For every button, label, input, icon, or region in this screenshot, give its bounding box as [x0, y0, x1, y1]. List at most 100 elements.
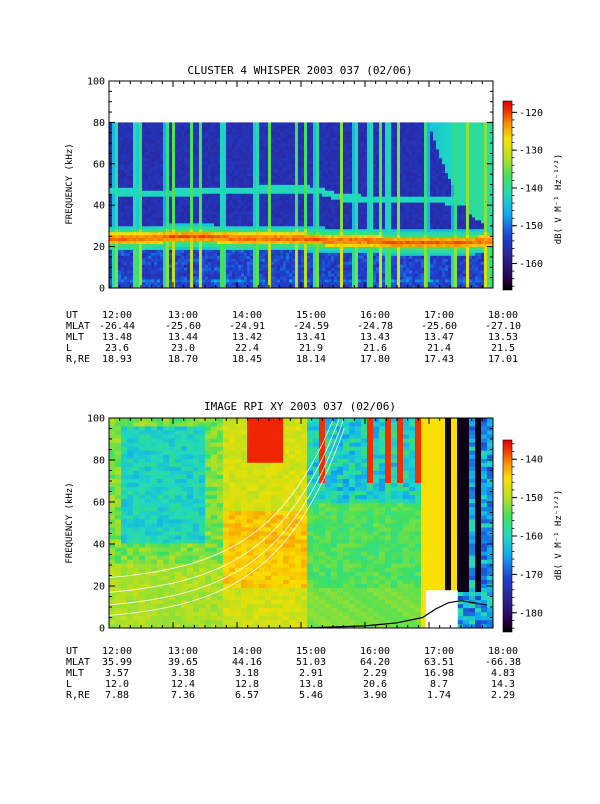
- spectro-cell: [298, 125, 302, 129]
- spectro-cell: [358, 146, 362, 150]
- spectro-cell: [121, 214, 125, 218]
- spectro-cell: [223, 261, 227, 265]
- spectro-cell: [328, 193, 332, 197]
- spectro-cell: [238, 249, 242, 253]
- spectro-cell: [136, 255, 140, 259]
- spectro-cell: [256, 128, 260, 132]
- spectro-cell: [373, 169, 377, 174]
- spectro-cell: [121, 273, 125, 277]
- spectro-cell: [364, 187, 368, 191]
- spectro-cell: [301, 282, 305, 286]
- spectro-cell: [364, 255, 368, 259]
- spectro-cell: [328, 261, 332, 265]
- spectro-cell: [214, 205, 218, 209]
- spectro-cell: [208, 240, 212, 244]
- spectro-cell: [295, 279, 299, 283]
- spectro-cell: [295, 149, 299, 153]
- spectro-cell: [232, 267, 236, 271]
- spectro-cell: [241, 154, 245, 159]
- spectro-cell: [178, 196, 182, 200]
- spectro-cell: [214, 178, 218, 182]
- spectro-cell: [322, 208, 326, 212]
- spectro-cell: [157, 246, 161, 250]
- spectro-cell: [271, 211, 275, 215]
- spectro-cell: [346, 157, 350, 162]
- spectro-cell: [325, 196, 329, 200]
- spectro-cell: [259, 140, 263, 144]
- spectro-cell: [259, 146, 263, 150]
- spectro-cell: [280, 196, 284, 200]
- spectro-cell: [298, 240, 302, 244]
- spectro-cell: [232, 140, 236, 144]
- spectro-cell: [241, 228, 245, 233]
- spectro-cell: [160, 163, 164, 168]
- spectro-cell: [208, 246, 212, 250]
- spectro-cell: [115, 125, 119, 129]
- spectro-cell: [130, 160, 134, 165]
- spectro-cell: [268, 231, 272, 236]
- spectro-cell: [229, 146, 233, 150]
- spectro-cell: [181, 163, 185, 168]
- spectro-cell: [124, 137, 128, 141]
- spectro-cell: [325, 193, 329, 197]
- spectro-cell: [289, 246, 293, 250]
- spectro-cell: [217, 163, 221, 168]
- spectro-cell: [127, 214, 131, 218]
- spectro-cell: [112, 205, 116, 209]
- spectro-cell: [349, 154, 353, 159]
- spectro-cell: [199, 273, 203, 277]
- spectro-cell: [166, 187, 170, 191]
- spectro-cell: [289, 184, 293, 188]
- spectro-cell: [187, 151, 191, 156]
- spectro-cell: [340, 175, 344, 179]
- spectro-cell: [199, 125, 203, 129]
- spectro-cell: [352, 208, 356, 212]
- spectro-cell: [124, 285, 128, 288]
- spectro-cell: [301, 208, 305, 212]
- spectro-cell: [172, 279, 176, 283]
- spectro-cell: [121, 184, 125, 188]
- spectro-cell: [223, 151, 227, 156]
- spectro-cell: [373, 131, 377, 135]
- spectro-cell: [166, 214, 170, 218]
- spectro-cell: [229, 255, 233, 259]
- spectro-cell: [238, 196, 242, 200]
- spectro-cell: [364, 169, 368, 174]
- spectro-cell: [187, 261, 191, 265]
- spectro-cell: [121, 237, 125, 242]
- spectro-cell: [145, 134, 149, 138]
- spectro-cell: [256, 178, 260, 182]
- spectro-cell: [118, 246, 122, 250]
- spectro-cell: [118, 184, 122, 188]
- spectro-cell: [109, 196, 113, 200]
- spectro-cell: [367, 228, 371, 233]
- spectro-cell: [199, 228, 203, 233]
- spectro-cell: [313, 243, 317, 247]
- spectro-cell: [199, 267, 203, 271]
- spectro-cell: [355, 252, 359, 256]
- spectro-cell: [115, 181, 119, 185]
- spectro-cell: [238, 279, 242, 283]
- spectro-cell: [307, 267, 311, 271]
- spectro-cell: [349, 231, 353, 236]
- spectro-cell: [274, 190, 278, 194]
- spectro-cell: [268, 184, 272, 188]
- spectro-cell: [241, 237, 245, 242]
- spectro-cell: [226, 255, 230, 259]
- spectro-cell: [163, 264, 167, 268]
- spectro-cell: [352, 264, 356, 268]
- spectro-cell: [244, 175, 248, 179]
- spectro-cell: [205, 276, 209, 280]
- spectro-cell: [346, 214, 350, 218]
- spectro-cell: [214, 246, 218, 250]
- spectro-cell: [253, 282, 257, 286]
- spectro-cell: [373, 202, 377, 206]
- spectro-cell: [160, 160, 164, 165]
- spectro-cell: [205, 273, 209, 277]
- spectro-cell: [346, 169, 350, 174]
- spectro-cell: [232, 225, 236, 230]
- spectro-cell: [295, 157, 299, 162]
- spectro-cell: [127, 146, 131, 150]
- spectro-cell: [145, 125, 149, 129]
- spectro-cell: [241, 143, 245, 147]
